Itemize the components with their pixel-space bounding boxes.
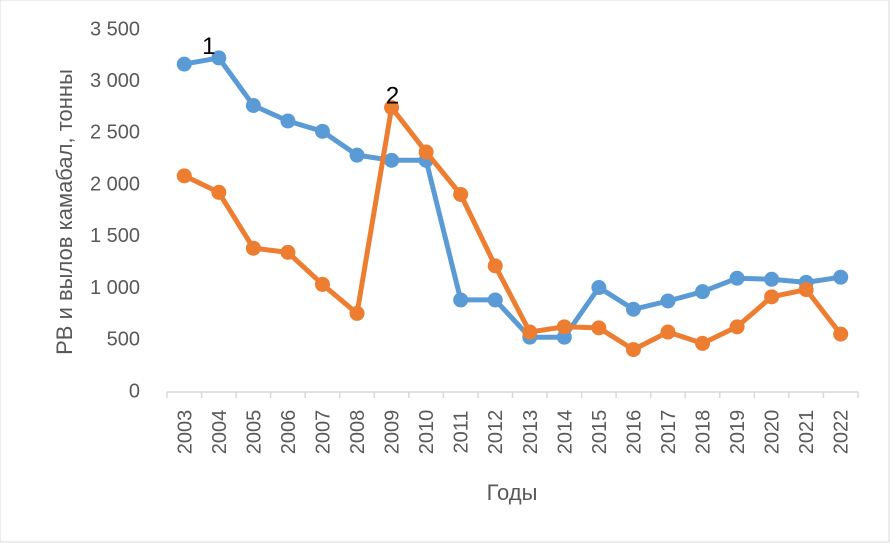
data-point <box>280 244 296 260</box>
x-tick-label: 2021 <box>796 410 818 455</box>
data-point <box>729 319 745 335</box>
data-point <box>660 293 676 309</box>
y-tick-label: 1 000 <box>90 277 140 299</box>
data-point <box>349 305 365 321</box>
x-tick-label: 2006 <box>278 410 300 455</box>
data-point <box>176 56 192 72</box>
data-point <box>625 342 641 358</box>
data-point <box>211 184 227 200</box>
y-tick-label: 0 <box>129 380 140 402</box>
y-tick-label: 1 500 <box>90 225 140 247</box>
x-tick-label: 2014 <box>554 410 576 455</box>
x-tick-label: 2022 <box>831 410 853 455</box>
y-axis-title: РВ и вылов камабал, тонны <box>52 69 77 355</box>
y-tick-label: 3 000 <box>90 70 140 92</box>
x-tick-label: 2019 <box>727 410 749 455</box>
data-point <box>729 270 745 286</box>
data-point <box>314 123 330 139</box>
data-point <box>487 258 503 274</box>
x-tick-label: 2013 <box>520 410 542 455</box>
y-tick-label: 2 000 <box>90 173 140 195</box>
data-point <box>522 324 538 340</box>
data-point <box>349 147 365 163</box>
data-point <box>660 324 676 340</box>
x-tick-label: 2009 <box>382 410 404 455</box>
x-tick-label: 2004 <box>209 410 231 455</box>
x-tick-label: 2016 <box>623 410 645 455</box>
y-tick-label: 3 500 <box>90 18 140 40</box>
data-point <box>280 113 296 129</box>
data-point <box>798 282 814 298</box>
y-tick-label: 2 500 <box>90 122 140 144</box>
data-point <box>833 326 849 342</box>
data-point <box>591 320 607 336</box>
x-tick-label: 2010 <box>416 410 438 455</box>
data-point <box>418 144 434 160</box>
data-point <box>764 289 780 305</box>
data-point <box>384 152 400 168</box>
data-point <box>833 269 849 285</box>
data-point <box>453 186 469 202</box>
x-tick-label: 2003 <box>174 410 196 455</box>
x-tick-label: 2011 <box>451 410 473 453</box>
data-point <box>487 292 503 308</box>
plot-area: 12 <box>176 33 849 358</box>
x-tick-label: 2005 <box>243 410 265 455</box>
data-point <box>556 319 572 335</box>
data-point <box>591 280 607 296</box>
x-tick-label: 2012 <box>485 410 507 455</box>
data-point <box>695 335 711 351</box>
data-point <box>211 50 227 66</box>
data-point <box>245 98 261 114</box>
y-axis: 0 500 1 000 1 500 2 000 2 500 3 000 3 500 <box>90 18 140 402</box>
x-axis: 2003 2004 2005 2006 2007 2008 2009 2010 2011 2012… <box>166 392 859 455</box>
data-point <box>556 329 572 345</box>
x-tick-label: 2015 <box>589 410 611 455</box>
data-point <box>453 292 469 308</box>
x-tick-label: 2008 <box>347 410 369 455</box>
data-point <box>176 168 192 184</box>
x-tick-label: 2018 <box>693 410 715 455</box>
series-2 <box>176 100 849 358</box>
series-label: 2 <box>386 83 399 110</box>
data-point <box>695 284 711 300</box>
data-point <box>764 271 780 287</box>
data-point <box>314 276 330 292</box>
data-point <box>384 100 400 116</box>
series-label: 1 <box>202 33 215 60</box>
x-tick-label: 2020 <box>762 410 784 455</box>
data-point <box>245 240 261 256</box>
x-axis-title: Годы <box>487 480 538 505</box>
y-tick-label: 500 <box>107 329 140 351</box>
x-tick-label: 2007 <box>312 410 334 455</box>
data-point <box>625 301 641 317</box>
x-tick-label: 2017 <box>658 410 680 455</box>
